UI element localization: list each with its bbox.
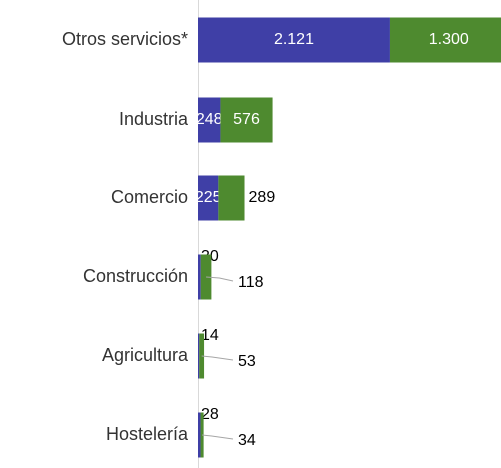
bar-segment bbox=[198, 17, 390, 63]
value-label: 1.300 bbox=[429, 31, 469, 48]
bar-segment bbox=[220, 97, 273, 143]
value-label: 576 bbox=[233, 111, 260, 128]
value-label: 225 bbox=[195, 189, 222, 206]
bar-segment bbox=[198, 97, 221, 143]
category-label: Comercio bbox=[111, 187, 188, 207]
category-label: Hostelería bbox=[106, 424, 189, 444]
leader-line bbox=[201, 355, 234, 361]
bar-segment bbox=[218, 175, 245, 221]
value-label: 14 bbox=[201, 327, 219, 344]
category-label: Industria bbox=[119, 109, 189, 129]
bar-segment bbox=[198, 412, 201, 458]
value-label: 118 bbox=[238, 274, 264, 291]
value-label: 289 bbox=[249, 189, 276, 206]
bar-segment bbox=[198, 333, 200, 379]
bar-segment bbox=[198, 175, 219, 221]
leader-line bbox=[206, 276, 234, 282]
value-label: 28 bbox=[201, 406, 219, 423]
bar-segment bbox=[389, 17, 501, 63]
category-label: Agricultura bbox=[102, 345, 189, 365]
value-label: 53 bbox=[238, 353, 256, 370]
bar-segment bbox=[198, 254, 201, 300]
value-label: 248 bbox=[196, 111, 223, 128]
leader-line bbox=[202, 434, 234, 440]
value-label: 2.121 bbox=[274, 31, 314, 48]
category-label: Construcción bbox=[83, 266, 188, 286]
category-label: Otros servicios* bbox=[62, 29, 188, 49]
value-label: 34 bbox=[238, 432, 256, 449]
